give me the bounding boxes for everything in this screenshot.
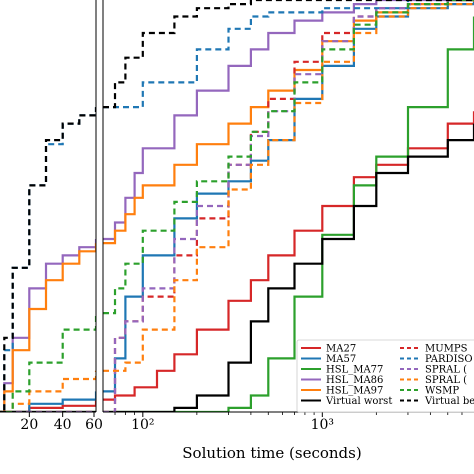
series-line-ma57-1-left [0, 391, 96, 412]
series-line-pardiso-7-left [0, 107, 96, 412]
legend-label-0-3: HSL_MA86 [326, 375, 383, 386]
series-line-ma27-0-left [0, 399, 96, 412]
legend-label-0-5: Virtual worst [325, 396, 392, 407]
series-line-hsl-ma77-2-right [103, 16, 474, 412]
x-axis-title: Solution time (seconds) [182, 444, 361, 462]
series-line-hsl-ma97-4-right [103, 0, 474, 245]
legend-label-0-2: HSL_MA77 [326, 365, 383, 376]
legend-label-1-4: WSMP [425, 386, 459, 397]
series-line-virtual-worst-5-right [103, 123, 474, 412]
series-line-spral-8-right [103, 0, 474, 412]
series-line-hsl-ma97-4-left [0, 243, 96, 412]
right-panel-series [103, 0, 474, 412]
x-tick-label-right-1000: 10³ [311, 417, 334, 433]
x-tick-label-left-20: 20 [20, 417, 38, 433]
series-line-ma57-1-right [103, 0, 474, 393]
series-line-virtual-be-11-right [103, 0, 474, 109]
legend-label-1-2: SPRAL ( [425, 365, 467, 376]
legend-label-0-0: MA27 [326, 344, 356, 355]
legend: MA27MA57HSL_MA77HSL_MA86HSL_MA97Virtual … [296, 339, 474, 413]
legend-label-1-5: Virtual be [424, 396, 474, 407]
legend-label-1-0: MUMPS [425, 344, 468, 355]
legend-label-0-4: HSL_MA97 [326, 386, 383, 397]
legend-box [296, 339, 474, 413]
series-line-spral-9-right [103, 0, 474, 372]
x-tick-label-left-60: 60 [85, 417, 103, 433]
x-tick-label-right-100: 10² [131, 417, 154, 433]
series-line-hsl-ma86-3-right [103, 0, 474, 241]
left-panel-series [0, 107, 96, 412]
series-line-virtual-be-11-left [0, 107, 96, 412]
series-line-hsl-ma86-3-left [0, 239, 96, 412]
x-axis-ticks: 20 40 60 10² 10³ [20, 412, 463, 433]
legend-label-1-3: SPRAL ( [425, 375, 467, 386]
x-tick-label-left-40: 40 [54, 417, 72, 433]
legend-label-0-1: MA57 [326, 354, 356, 365]
legend-label-1-1: PARDISO [425, 354, 473, 365]
series-line-pardiso-7-right [103, 0, 474, 109]
series-line-wsmp-10-left [0, 313, 96, 412]
